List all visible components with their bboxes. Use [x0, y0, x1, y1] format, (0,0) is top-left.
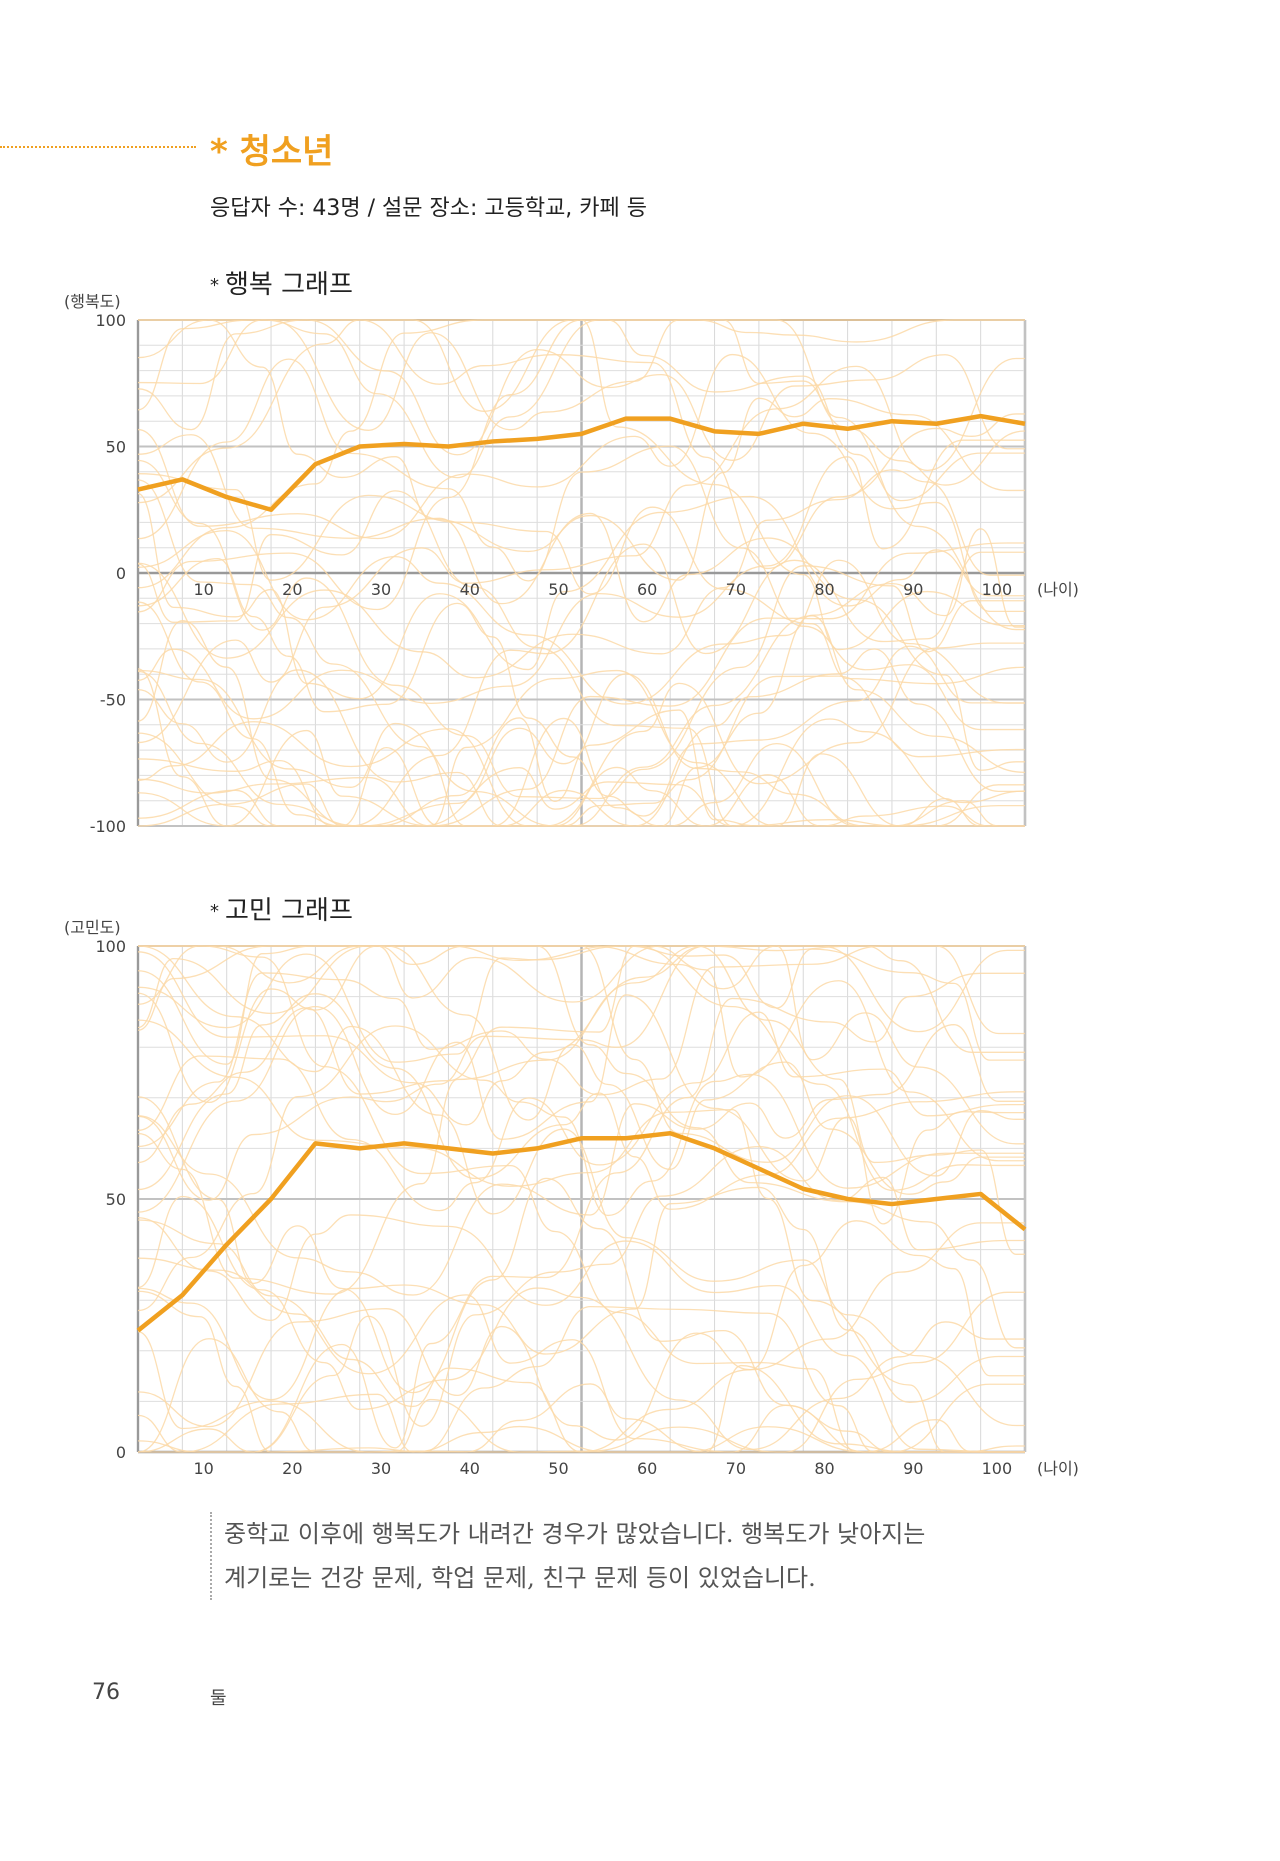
x-tick-label: 10 [193, 580, 213, 599]
x-tick-label: 60 [637, 1459, 657, 1478]
individual-response-line [137, 469, 1025, 679]
section-label: 둘 [210, 1688, 227, 1709]
individual-response-line [137, 601, 1025, 827]
section-title: * 청소년 [210, 124, 333, 173]
x-tick-label: 50 [548, 1459, 568, 1478]
individual-response-line [137, 945, 1025, 1053]
individual-response-line [137, 557, 1026, 817]
individual-response-line [137, 1338, 1025, 1453]
x-tick-label: 30 [371, 1459, 391, 1478]
x-tick-label: 40 [460, 580, 480, 599]
individual-response-line [137, 945, 1025, 1162]
individual-response-line [137, 479, 1025, 827]
individual-response-line [138, 972, 1025, 1453]
title-dotted-rule [0, 146, 196, 148]
y-tick-label: 50 [106, 1190, 126, 1209]
commentary-line-2: 계기로는 건강 문제, 학업 문제, 친구 문제 등이 있었습니다. [224, 1564, 816, 1592]
individual-response-line [137, 1291, 1025, 1453]
y-tick-label: 100 [95, 311, 126, 330]
individual-response-line [137, 1219, 1025, 1453]
individual-response-line [137, 319, 1025, 631]
x-tick-label: 70 [726, 1459, 746, 1478]
x-tick-label: 80 [814, 1459, 834, 1478]
commentary: 중학교 이후에 행복도가 내려간 경우가 많았습니다. 행복도가 낮아지는 계기… [210, 1512, 1124, 1600]
x-tick-label: 80 [814, 580, 834, 599]
chart-title-text: 고민 그래프 [225, 896, 353, 926]
y-tick-label: 0 [116, 564, 126, 583]
y-tick-label: -100 [90, 817, 126, 836]
individual-response-line [137, 1214, 1025, 1453]
commentary-line-1: 중학교 이후에 행복도가 내려간 경우가 많았습니다. 행복도가 낮아지는 [224, 1520, 926, 1548]
individual-response-line [137, 473, 1026, 685]
x-tick-label: 40 [460, 1459, 480, 1478]
x-axis-label: (나이) [1037, 1459, 1079, 1478]
x-tick-label: 100 [982, 580, 1013, 599]
worry-y-label: (고민도) [64, 918, 121, 937]
chart-title-marker: * [210, 275, 219, 296]
x-tick-label: 50 [548, 580, 568, 599]
chart-title-marker: * [210, 901, 219, 922]
individual-response-line [137, 1195, 1025, 1451]
x-tick-label: 20 [282, 1459, 302, 1478]
x-axis-label: (나이) [1037, 580, 1079, 599]
individual-response-line [137, 529, 1025, 705]
individual-response-line [137, 439, 1025, 720]
individual-response-line [137, 1024, 1025, 1296]
individual-response-line [137, 945, 1025, 1145]
happiness-chart-title: * 행복 그래프 [210, 264, 353, 301]
individual-response-line [137, 358, 1025, 731]
individual-response-line [137, 357, 1025, 744]
individual-response-line [137, 945, 1026, 1453]
x-tick-label: 100 [982, 1459, 1013, 1478]
individual-response-line [137, 319, 1025, 461]
individual-response-line [137, 993, 1025, 1210]
chart-title-text: 행복 그래프 [225, 270, 353, 300]
y-tick-label: 50 [106, 438, 126, 457]
y-tick-label: 0 [116, 1443, 126, 1462]
x-tick-label: 70 [726, 580, 746, 599]
page-number: 76 [92, 1680, 120, 1705]
x-tick-label: 30 [371, 580, 391, 599]
happiness-chart: 100 50 0 -50 -100 10 20 30 40 50 60 70 80 90 100 (나이) [90, 311, 1079, 836]
x-tick-label: 60 [637, 580, 657, 599]
individual-response-line [137, 353, 1025, 613]
individual-response-line [137, 1096, 1026, 1453]
individual-response-line [137, 319, 1025, 581]
worry-chart: 100 50 0 10 20 30 40 50 60 70 80 90 100 (나이) [95, 937, 1079, 1478]
individual-response-line [137, 1025, 1025, 1312]
individual-response-line [137, 615, 1026, 827]
worry-chart-title: * 고민 그래프 [210, 890, 353, 927]
x-tick-label: 90 [903, 1459, 923, 1478]
happiness-y-label: (행복도) [64, 292, 121, 311]
individual-response-line [137, 648, 1025, 827]
individual-response-line [137, 434, 1025, 771]
individual-response-line [137, 1011, 1026, 1212]
individual-response-line [137, 543, 1025, 827]
individual-response-line [137, 1393, 1025, 1453]
individual-response-line [137, 717, 1025, 827]
individual-response-line [137, 945, 1025, 1295]
y-tick-label: -50 [100, 691, 126, 710]
title-marker: * [210, 132, 228, 172]
x-tick-label: 20 [282, 580, 302, 599]
x-tick-label: 10 [193, 1459, 213, 1478]
title-text: 청소년 [239, 132, 334, 172]
individual-response-line [137, 1186, 1025, 1403]
individual-response-line [137, 1145, 1025, 1453]
y-tick-label: 100 [95, 937, 126, 956]
x-tick-label: 90 [903, 580, 923, 599]
individual-response-line [137, 945, 1025, 1104]
individual-response-line [137, 994, 1025, 1225]
individual-response-line [137, 1220, 1025, 1453]
individual-response-line [137, 1222, 1025, 1441]
individual-response-line [137, 945, 1025, 1349]
individual-response-line [137, 642, 1025, 827]
survey-info: 응답자 수: 43명 / 설문 장소: 고등학교, 카페 등 [210, 196, 648, 221]
individual-response-line [137, 319, 1025, 570]
